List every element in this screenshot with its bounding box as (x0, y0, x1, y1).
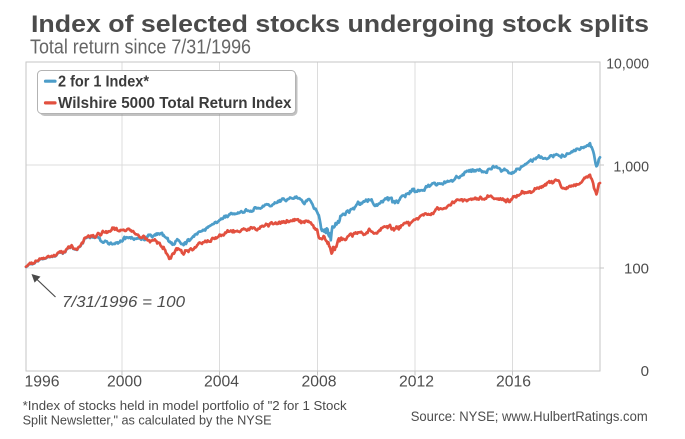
svg-text:1,000: 1,000 (613, 158, 649, 175)
svg-text:Split Newsletter," as calculat: Split Newsletter," as calculated by the … (23, 413, 272, 428)
svg-text:Total return since 7/31/1996: Total return since 7/31/1996 (30, 37, 251, 59)
svg-text:100: 100 (624, 261, 649, 278)
svg-text:*Index of stocks held in model: *Index of stocks held in model portfolio… (23, 398, 348, 413)
svg-text:Wilshire 5000 Total Return Ind: Wilshire 5000 Total Return Index (58, 95, 292, 112)
svg-text:10,000: 10,000 (606, 55, 649, 72)
svg-text:Source: NYSE; www.HulbertRatin: Source: NYSE; www.HulbertRatings.com (411, 409, 648, 424)
svg-text:2016: 2016 (496, 374, 531, 391)
svg-text:1996: 1996 (25, 374, 60, 391)
svg-text:2 for 1 Index*: 2 for 1 Index* (58, 74, 150, 91)
svg-text:Index of selected stocks under: Index of selected stocks undergoing stoc… (31, 11, 649, 38)
svg-text:2000: 2000 (107, 374, 142, 391)
svg-text:0: 0 (641, 363, 649, 380)
svg-text:2004: 2004 (204, 374, 239, 391)
svg-text:2008: 2008 (302, 374, 337, 391)
svg-text:2012: 2012 (399, 374, 434, 391)
svg-text:7/31/1996 = 100: 7/31/1996 = 100 (62, 294, 185, 311)
